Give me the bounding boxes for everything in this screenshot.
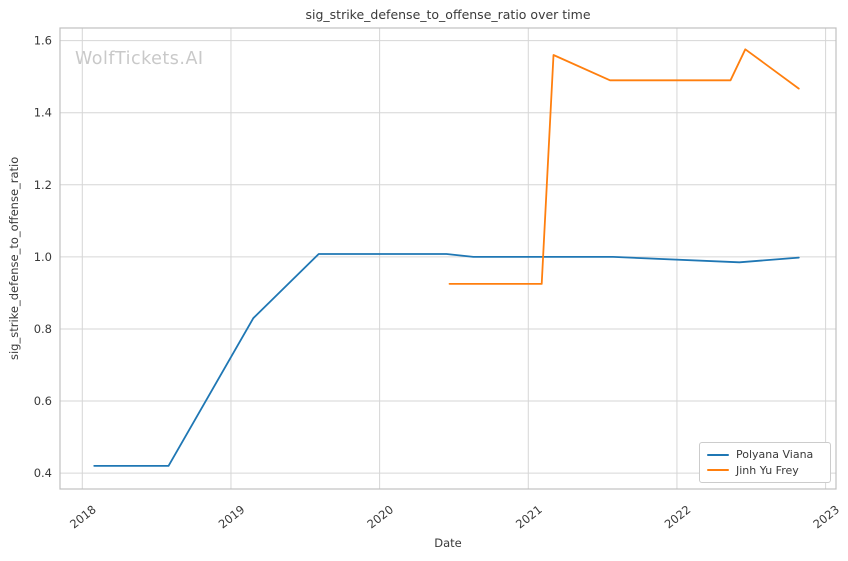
y-tick-label: 1.4 [34,106,52,120]
legend-item-jinh-yu-frey: Jinh Yu Frey [707,464,823,477]
x-tick-label: 2023 [810,502,842,531]
x-axis-label: Date [434,536,462,550]
series-line-jinh-yu-frey [448,48,800,285]
legend-label-jinh-yu-frey: Jinh Yu Frey [736,463,799,477]
y-tick-label: 1.6 [34,34,52,48]
y-tick-label: 0.8 [34,322,52,336]
x-tick-label: 2018 [67,502,99,531]
series-line-polyana-viana [93,253,800,467]
legend-label-polyana-viana: Polyana Viana [736,448,814,462]
x-tick-label: 2020 [364,502,396,531]
legend-line-icon-jinh-yu-frey [707,469,729,472]
y-axis-label: sig_strike_defense_to_offense_ratio [7,156,21,361]
legend-item-polyana-viana: Polyana Viana [707,448,823,461]
y-tick-label: 0.6 [34,394,52,408]
y-tick-label: 1.0 [34,250,52,264]
chart-title: sig_strike_defense_to_offense_ratio over… [305,7,591,22]
x-tick-label: 2022 [662,502,694,531]
x-tick-label: 2021 [513,502,545,531]
legend-line-icon-polyana-viana [707,453,729,456]
legend: Polyana Viana Jinh Yu Frey [699,442,831,483]
y-tick-label: 1.2 [34,178,52,192]
watermark: WolfTickets.AI [75,49,204,69]
y-tick-label: 0.4 [34,466,52,480]
plot-border [59,27,837,490]
x-tick-label: 2019 [216,502,248,531]
